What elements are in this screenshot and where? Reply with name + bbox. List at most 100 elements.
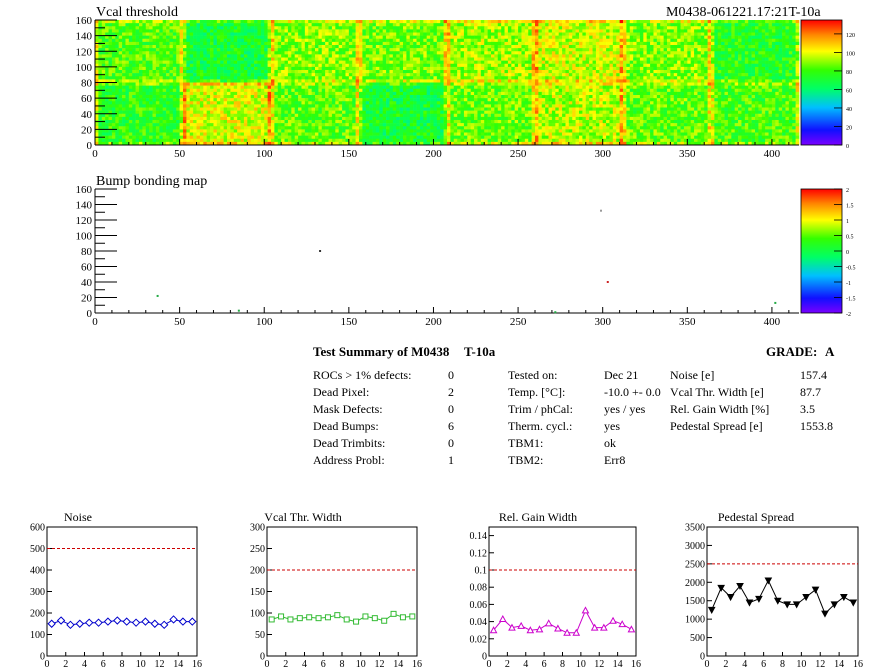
vcal-heatmap-cell — [497, 66, 502, 71]
vcal-heatmap-cell — [504, 29, 509, 33]
vcal-heatmap-cell — [595, 32, 600, 36]
vcal-heatmap-cell — [199, 54, 204, 58]
vcal-heatmap-cell — [155, 70, 160, 74]
vcal-heatmap-cell — [582, 51, 587, 55]
vcal-heatmap-cell — [595, 51, 600, 55]
vcal-heatmap-cell — [413, 88, 417, 93]
vcal-heatmap-cell — [545, 38, 549, 43]
vcal-heatmap-cell — [535, 88, 539, 93]
vcal-heatmap-cell — [186, 45, 191, 49]
vcal-heatmap-cell — [656, 70, 661, 74]
vcal-heatmap-cell — [162, 91, 167, 96]
vcal-heatmap-cell — [271, 79, 275, 83]
vcal-heatmap-cell — [331, 32, 336, 36]
vcal-heatmap-cell — [582, 73, 587, 77]
vcal-heatmap-cell — [700, 26, 705, 30]
vcal-heatmap-cell — [623, 63, 627, 68]
vcal-heatmap-cell — [409, 45, 414, 49]
vcal-heatmap-cell — [247, 82, 251, 86]
vcal-heatmap-cell — [667, 20, 671, 24]
vcal-heatmap-cell — [504, 35, 509, 40]
vcal-heatmap-cell — [741, 79, 746, 83]
vcal-heatmap-cell — [308, 76, 312, 80]
vcal-heatmap-cell — [436, 32, 441, 36]
vcal-heatmap-cell — [345, 66, 350, 71]
vcal-heatmap-cell — [738, 38, 742, 43]
vcal-heatmap-cell — [348, 38, 353, 43]
vcal-heatmap-cell — [727, 82, 732, 86]
vcal-heatmap-cell — [602, 32, 607, 36]
vcal-heatmap-cell — [416, 60, 421, 65]
vcal-heatmap-cell — [345, 60, 350, 65]
vcal-heatmap-cell — [264, 35, 268, 40]
vcal-heatmap-cell — [460, 91, 465, 96]
vcal-heatmap-cell — [731, 79, 735, 83]
vcal-heatmap-cell — [210, 73, 214, 77]
vcal-heatmap-cell — [111, 32, 116, 36]
vcal-heatmap-cell — [338, 41, 343, 46]
vcal-heatmap-cell — [172, 57, 177, 61]
vcal-heatmap-cell — [724, 48, 729, 52]
vcal-heatmap-cell — [626, 20, 631, 24]
vcal-heatmap-cell — [220, 76, 224, 80]
vcal-heatmap-cell — [186, 82, 191, 86]
vcal-heatmap-cell — [535, 23, 539, 27]
vcal-heatmap-cell — [697, 45, 702, 49]
vcal-heatmap-cell — [379, 54, 383, 58]
vcal-heatmap-cell — [443, 23, 448, 27]
vcal-heatmap-cell — [565, 54, 570, 58]
vcal-heatmap-cell — [440, 32, 444, 36]
vcal-heatmap-cell — [558, 60, 563, 65]
vcal-heatmap-cell — [619, 32, 624, 36]
vcal-heatmap-cell — [606, 38, 610, 43]
vcal-heatmap-cell — [419, 45, 424, 49]
vcal-heatmap-cell — [369, 82, 373, 86]
vcal-heatmap-cell — [633, 73, 637, 77]
vcal-heatmap-cell — [172, 60, 177, 65]
vcal-heatmap-cell — [636, 57, 641, 61]
vcal-heatmap-cell — [294, 57, 299, 61]
vcal-heatmap-cell — [220, 85, 224, 90]
vcal-heatmap-cell — [203, 70, 207, 74]
vcal-heatmap-cell — [345, 85, 350, 90]
vcal-heatmap-cell — [331, 23, 336, 27]
vcal-heatmap-cell — [727, 32, 732, 36]
vcal-heatmap-cell — [704, 76, 708, 80]
vcal-heatmap-cell — [711, 79, 715, 83]
vcal-heatmap-cell — [494, 35, 499, 40]
vcal-heatmap-cell — [409, 35, 414, 40]
vcal-heatmap-cell — [155, 76, 160, 80]
vcal-heatmap-cell — [507, 41, 512, 46]
vcal-heatmap-cell — [765, 91, 769, 96]
vcal-heatmap-cell — [331, 79, 336, 83]
vcal-heatmap-cell — [220, 79, 224, 83]
vcal-heatmap-cell — [629, 54, 634, 58]
vcal-heatmap-cell — [724, 70, 729, 74]
vcal-heatmap-cell — [548, 73, 553, 77]
vcal-heatmap-cell — [744, 66, 749, 71]
vcal-heatmap-cell — [447, 38, 451, 43]
vcal-heatmap-cell — [785, 70, 790, 74]
vcal-heatmap-cell — [196, 54, 201, 58]
vcal-heatmap-cell — [298, 60, 302, 65]
vcal-heatmap-cell — [538, 20, 543, 24]
vcal-heatmap-cell — [189, 41, 194, 46]
vcal-heatmap-cell — [328, 66, 333, 71]
vcal-heatmap-cell — [304, 60, 309, 65]
vcal-heatmap-cell — [359, 29, 363, 33]
vcal-heatmap-cell — [518, 76, 522, 80]
vcal-heatmap-cell — [213, 66, 218, 71]
vcal-heatmap-cell — [386, 57, 390, 61]
vcal-heatmap-cell — [741, 88, 746, 93]
vcal-heatmap-cell — [626, 76, 631, 80]
vcal-heatmap-cell — [714, 73, 719, 77]
vcal-heatmap-cell — [606, 79, 610, 83]
vcal-heatmap-cell — [284, 51, 289, 55]
vcal-heatmap-cell — [172, 26, 177, 30]
vcal-heatmap-cell — [132, 85, 136, 90]
vcal-heatmap-cell — [189, 76, 194, 80]
vcal-heatmap-cell — [440, 70, 444, 74]
vcal-heatmap-cell — [555, 54, 559, 58]
vcal-heatmap-cell — [562, 20, 566, 24]
vcal-heatmap-cell — [775, 20, 779, 24]
